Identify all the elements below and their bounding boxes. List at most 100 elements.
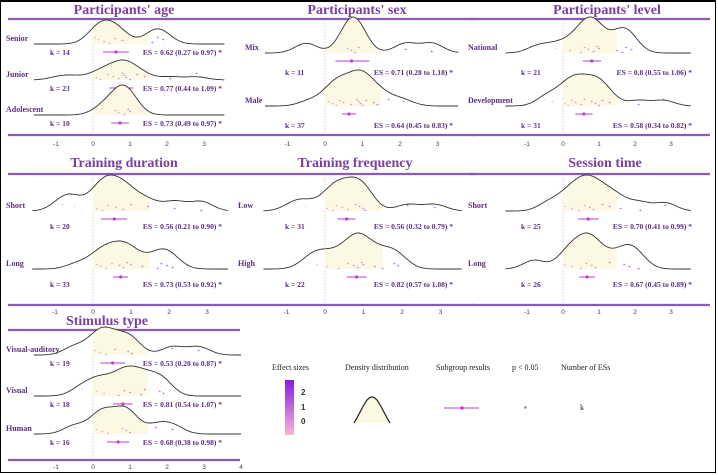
group-human: Human * * * ** * ** *k = 16 ES = 0.68 (0.38 to 0… xyxy=(6,405,241,447)
group-label: Low xyxy=(238,201,253,210)
x-tick-label: -1 xyxy=(285,141,291,148)
effect-size-point: * xyxy=(73,348,76,353)
group-label: Visual xyxy=(6,386,28,395)
effect-size-point: * xyxy=(358,47,361,52)
effect-size-point: * xyxy=(571,100,574,105)
effect-size-point: * xyxy=(571,208,574,213)
effect-size-point: * xyxy=(397,265,400,270)
group-label: Short xyxy=(6,201,25,210)
x-tick-label: 0 xyxy=(91,309,95,316)
effect-size-point: * xyxy=(129,392,132,397)
es-label: ES = 0.70 (0.41 to 0.99) * xyxy=(613,222,692,231)
effect-size-point: * xyxy=(121,73,124,78)
density-curve xyxy=(265,16,459,54)
density-curve xyxy=(32,174,228,212)
effect-size-point: * xyxy=(121,40,124,45)
x-tick-label: 1 xyxy=(597,309,601,316)
effect-size-point: * xyxy=(337,268,340,273)
effect-size-point: * xyxy=(587,49,590,54)
subgroup-point xyxy=(121,402,125,406)
effect-size-point: * xyxy=(103,41,106,46)
effect-size-point: * xyxy=(162,39,165,44)
x-tick-label: 2 xyxy=(398,141,402,148)
effect-size-point: * xyxy=(73,75,76,80)
effect-size-point: * xyxy=(123,390,126,395)
k-label: k = 18 xyxy=(50,400,70,409)
es-label: ES = 0.67 (0.45 to 0.89) * xyxy=(613,280,692,289)
density-fill xyxy=(562,74,617,106)
effect-size-point: * xyxy=(129,79,132,84)
x-tick-label: 0 xyxy=(561,141,565,148)
effect-size-point: * xyxy=(326,208,329,213)
group-high: High * * * ** * ** * * ** *k = 22 ES = 0.82 (0.57 t… xyxy=(238,232,462,289)
x-tick-label: 1 xyxy=(129,309,133,316)
effect-size-point: * xyxy=(162,393,165,398)
density-fill xyxy=(562,17,617,53)
effect-size-point: * xyxy=(305,46,308,51)
x-tick-label: 0 xyxy=(561,309,565,316)
effect-size-point: * xyxy=(160,263,163,268)
panel-title: Training frequency xyxy=(298,156,413,171)
x-tick-label: 3 xyxy=(202,464,206,471)
group-label: Human xyxy=(6,424,32,433)
effect-size-point: * xyxy=(347,209,350,214)
effect-size-point: * xyxy=(112,76,115,81)
x-tick-label: -1 xyxy=(53,141,59,148)
effect-size-point: * xyxy=(580,52,583,57)
effect-size-point: * xyxy=(591,101,594,106)
group-long: Long * * * ** * ** * * ** * *k = 33 ES = 0.73 (0.53 … xyxy=(6,240,228,289)
effect-size-point: * xyxy=(129,111,132,116)
panel-title: Participants' level xyxy=(553,3,661,18)
effect-size-point: * xyxy=(619,208,622,213)
effect-size-point: * xyxy=(664,205,667,210)
effect-size-point: * xyxy=(157,37,160,42)
effect-size-point: * xyxy=(158,391,161,396)
legend-colorbar-tick-0: 0 xyxy=(301,417,306,426)
effect-size-point: * xyxy=(592,51,595,56)
es-label: ES = 0.62 (0.27 to 0.97) * xyxy=(143,48,222,57)
effect-size-point: * xyxy=(359,103,362,108)
effect-size-point: * xyxy=(374,266,377,271)
effect-size-point: * xyxy=(305,206,308,211)
effect-size-point: * xyxy=(107,433,110,438)
effect-size-point: * xyxy=(77,262,80,267)
effect-size-point: * xyxy=(580,104,583,109)
group-low: Low * * * ** * ** * * ** *k = 31 ES = 0.56 (0.32 to… xyxy=(238,176,462,231)
effect-size-point: * xyxy=(364,210,367,215)
effect-size-point: * xyxy=(58,73,61,78)
density-curve xyxy=(32,240,228,270)
k-label: k = 16 xyxy=(50,438,70,447)
effect-size-point: * xyxy=(335,205,338,210)
x-tick-label: 3 xyxy=(439,309,443,316)
subgroup-point xyxy=(344,217,349,221)
effect-size-point: * xyxy=(125,77,128,82)
effect-size-point: * xyxy=(114,38,117,43)
effect-size-point: * xyxy=(61,204,64,209)
effect-size-point: * xyxy=(118,78,121,83)
effect-size-point: * xyxy=(97,39,100,44)
x-tick-label: 3 xyxy=(669,309,673,316)
x-tick-label: 1 xyxy=(128,464,132,471)
effect-size-point: * xyxy=(118,112,121,117)
density-curve xyxy=(505,232,691,270)
panel-title: Participants' sex xyxy=(307,3,406,18)
effect-size-point: * xyxy=(151,42,154,47)
effect-size-point: * xyxy=(171,348,174,353)
density-fill xyxy=(92,366,148,396)
effect-size-point: * xyxy=(353,265,356,270)
effect-size-point: * xyxy=(578,210,581,215)
density-curve xyxy=(505,174,691,212)
subgroup-point xyxy=(354,275,359,279)
effect-size-point: * xyxy=(316,264,319,269)
k-label: k = 10 xyxy=(50,119,70,128)
effect-size-point: * xyxy=(583,205,586,210)
effect-size-point: * xyxy=(103,393,106,398)
x-tick-label: 2 xyxy=(165,141,169,148)
effect-size-point: * xyxy=(136,74,139,79)
density-curve xyxy=(33,19,225,45)
subgroup-point xyxy=(585,275,589,279)
